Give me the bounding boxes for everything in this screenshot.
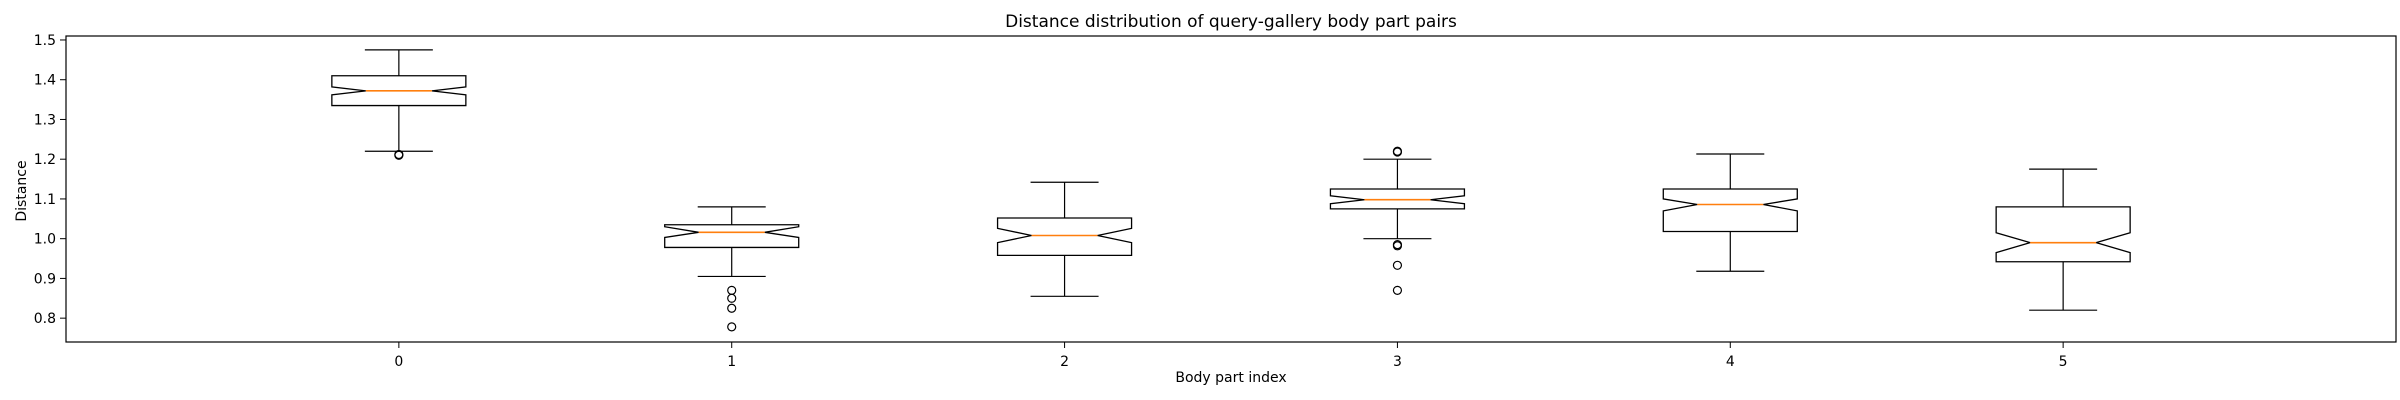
outlier-point — [727, 293, 737, 303]
plot-area-frame — [65, 35, 2397, 343]
y-axis-title: Distance — [14, 160, 30, 221]
box-5 — [1995, 168, 2131, 311]
box-3 — [1329, 146, 1466, 295]
x-tick-label: 3 — [1393, 354, 1402, 370]
box-series — [331, 49, 2131, 332]
outlier-point — [394, 149, 404, 160]
outlier-point — [727, 322, 737, 332]
box-body — [1662, 188, 1798, 233]
outlier-point — [1392, 260, 1403, 270]
x-axis-title: Body part index — [1175, 370, 1286, 386]
x-tick-label: 1 — [727, 354, 736, 370]
outlier-point — [727, 303, 737, 313]
y-tick-label: 1.3 — [34, 112, 56, 128]
box-body — [1329, 188, 1466, 210]
box-body — [1995, 206, 2131, 263]
box-1 — [664, 206, 800, 332]
box-2 — [996, 181, 1133, 297]
x-axis: 0 1 2 3 4 5 — [394, 342, 2068, 370]
y-tick-label: 1.4 — [34, 73, 56, 89]
y-axis: 0.8 0.9 1.0 1.1 1.2 1.3 1.4 1.5 — [34, 33, 66, 327]
outlier-point — [1392, 241, 1403, 251]
y-tick-label: 0.9 — [34, 271, 56, 287]
box-0 — [331, 49, 467, 160]
box-body — [664, 224, 800, 249]
y-tick-label: 1.0 — [34, 232, 56, 248]
outlier-point — [1392, 285, 1403, 295]
outlier-point — [1392, 146, 1403, 156]
outlier-point — [727, 285, 737, 295]
box-body — [331, 75, 467, 107]
x-tick-label: 4 — [1726, 354, 1735, 370]
x-tick-label: 0 — [394, 354, 403, 370]
y-tick-label: 1.2 — [34, 152, 56, 168]
y-tick-label: 1.1 — [34, 192, 56, 208]
y-tick-label: 0.8 — [34, 311, 56, 327]
y-tick-label: 1.5 — [34, 33, 56, 49]
x-tick-label: 2 — [1060, 354, 1069, 370]
chart-title: Distance distribution of query-gallery b… — [1005, 12, 1457, 32]
x-tick-label: 5 — [2059, 354, 2068, 370]
box-body — [996, 217, 1133, 257]
box-4 — [1662, 153, 1798, 272]
